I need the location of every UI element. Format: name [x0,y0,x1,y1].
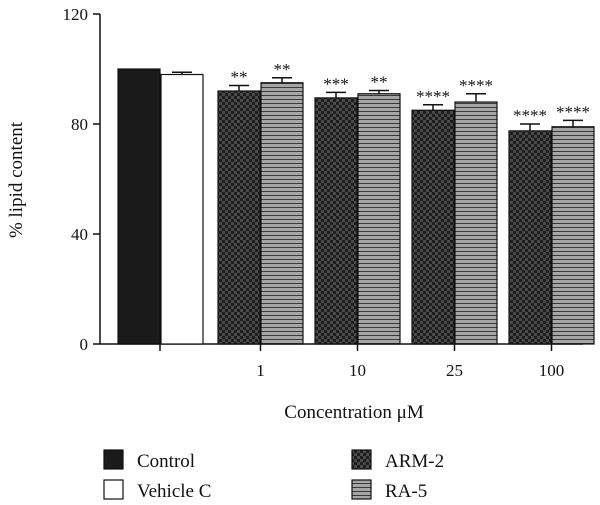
legend: Control Vehicle C ARM-2 RA-5 [103,449,444,502]
bar-ra-5-1 [260,82,304,345]
legend-item-control: Control [103,449,195,472]
bar-ra-5-10 [357,93,401,345]
bar-arm-2-25 [411,109,455,345]
legend-label: ARM-2 [385,451,444,472]
bar-arm-2-1 [217,90,261,345]
legend-swatch [351,479,372,500]
bar-ra-5-25 [454,101,498,345]
x-tick-label: 10 [349,361,366,380]
significance-marker: **** [459,76,493,95]
y-axis: 0 40 80 120 [63,5,101,354]
legend-swatch [351,449,372,470]
legend-label: Vehicle C [137,481,211,502]
x-tick-label: 25 [446,361,463,380]
y-tick-label: 40 [71,225,88,244]
x-axis-label: Concentration μM [284,402,424,423]
significance-marker: *** [323,74,349,93]
significance-marker: ** [274,60,291,79]
y-tick-label: 80 [71,115,88,134]
y-tick-label: 0 [80,335,89,354]
bar-arm-2-100 [508,130,552,345]
y-tick-label: 120 [63,5,89,24]
significance-marker: ** [231,68,248,87]
legend-label: RA-5 [385,481,427,502]
legend-swatch [103,479,124,500]
significance-marker: **** [556,102,590,121]
x-tick-label: 100 [539,361,565,380]
x-tick-label: 1 [256,361,265,380]
x-axis: 1 10 25 100 [100,343,583,380]
legend-item-ra-5: RA-5 [351,479,427,502]
bar-arm-2-10 [314,97,358,345]
bars-group [117,68,595,345]
significance-marker: ** [371,72,388,91]
bar-vehicle-c [160,73,204,345]
significance-labels: ** ***** ************** **** [231,60,591,125]
significance-marker: **** [416,87,450,106]
legend-swatch [103,449,124,470]
legend-label: Control [137,451,195,472]
legend-item-vehicle-c: Vehicle C [103,479,211,502]
bar-ra-5-100 [551,126,595,345]
legend-item-arm-2: ARM-2 [351,449,444,472]
y-axis-label: % lipid content [6,121,27,238]
significance-marker: **** [513,106,547,125]
bar-control [117,68,161,345]
